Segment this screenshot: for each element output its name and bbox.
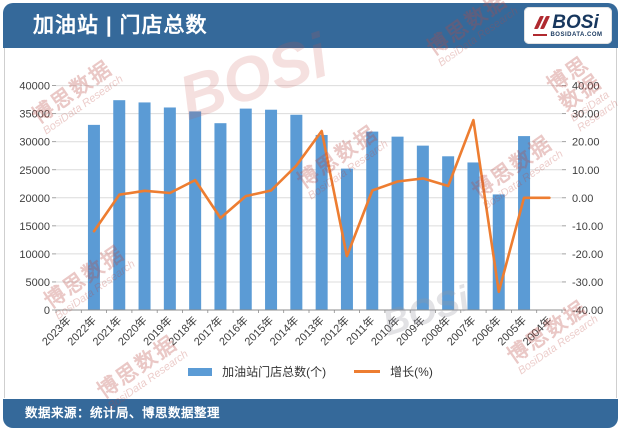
logo-domain: BOSIDATA.COM bbox=[550, 31, 603, 38]
right-axis-label: 20.00 bbox=[572, 137, 600, 149]
bar-2009年 bbox=[416, 145, 429, 310]
left-axis-label: 25000 bbox=[19, 165, 50, 177]
bar-2021年 bbox=[113, 100, 126, 310]
right-axis-label: 10.00 bbox=[572, 165, 600, 177]
bar-2014年 bbox=[290, 114, 303, 310]
left-axis-label: 40000 bbox=[19, 81, 50, 93]
left-axis-label: 30000 bbox=[19, 137, 50, 149]
bar-2008年 bbox=[442, 156, 455, 310]
legend-line-swatch bbox=[354, 370, 381, 373]
bar-2020年 bbox=[138, 102, 151, 311]
logo-underline bbox=[533, 33, 548, 36]
bar-2018年 bbox=[189, 111, 202, 310]
logo-text: BOSi bbox=[552, 11, 599, 33]
bar-2012年 bbox=[340, 168, 353, 310]
bar-2019年 bbox=[163, 107, 176, 310]
header-bar: 加油站 | 门店总数 BOSi BOSIDATA.COM bbox=[3, 3, 618, 48]
right-axis-label: -30.00 bbox=[572, 277, 603, 289]
bar-2015年 bbox=[265, 109, 278, 311]
bar-2016年 bbox=[239, 108, 252, 310]
chart-area bbox=[4, 48, 617, 398]
right-axis-label: -20.00 bbox=[572, 249, 603, 261]
bosi-logo: BOSi BOSIDATA.COM bbox=[524, 7, 612, 44]
left-axis-label: 5000 bbox=[26, 277, 50, 289]
right-axis-label: 0.00 bbox=[572, 193, 593, 205]
bar-2022年 bbox=[87, 124, 100, 311]
right-axis-label: -10.00 bbox=[572, 221, 603, 233]
data-source-text: 数据来源：统计局、博思数据整理 bbox=[25, 406, 221, 420]
left-axis-label: 0 bbox=[44, 305, 50, 317]
left-axis-label: 35000 bbox=[19, 109, 50, 121]
chart-legend: 加油站门店总数(个) 增长(%) bbox=[0, 363, 621, 380]
left-axis-label: 15000 bbox=[19, 221, 50, 233]
footer-bar: 数据来源：统计局、博思数据整理 bbox=[3, 399, 618, 428]
page-title: 加油站 | 门店总数 bbox=[33, 14, 208, 37]
growth-line bbox=[92, 118, 551, 294]
x-axis-label: 2004年 bbox=[519, 313, 554, 348]
logo-domain-row: BOSIDATA.COM bbox=[533, 32, 602, 38]
right-axis-label: 40.00 bbox=[572, 81, 600, 93]
right-axis-label: -40.00 bbox=[572, 305, 603, 317]
bar-2010年 bbox=[391, 136, 404, 310]
legend-line-label: 增长(%) bbox=[390, 365, 433, 379]
legend-bar-label: 加油站门店总数(个) bbox=[222, 365, 327, 379]
bar-2013年 bbox=[315, 134, 328, 310]
bar-2007年 bbox=[467, 162, 480, 310]
bar-2005年 bbox=[518, 136, 531, 310]
left-axis-label: 20000 bbox=[19, 193, 50, 205]
legend-bar-swatch bbox=[188, 367, 213, 376]
logo-wordmark: BOSi bbox=[534, 11, 599, 33]
right-axis-label: 30.00 bbox=[572, 109, 600, 121]
bar-2011年 bbox=[366, 131, 379, 310]
left-axis-label: 10000 bbox=[19, 249, 50, 261]
